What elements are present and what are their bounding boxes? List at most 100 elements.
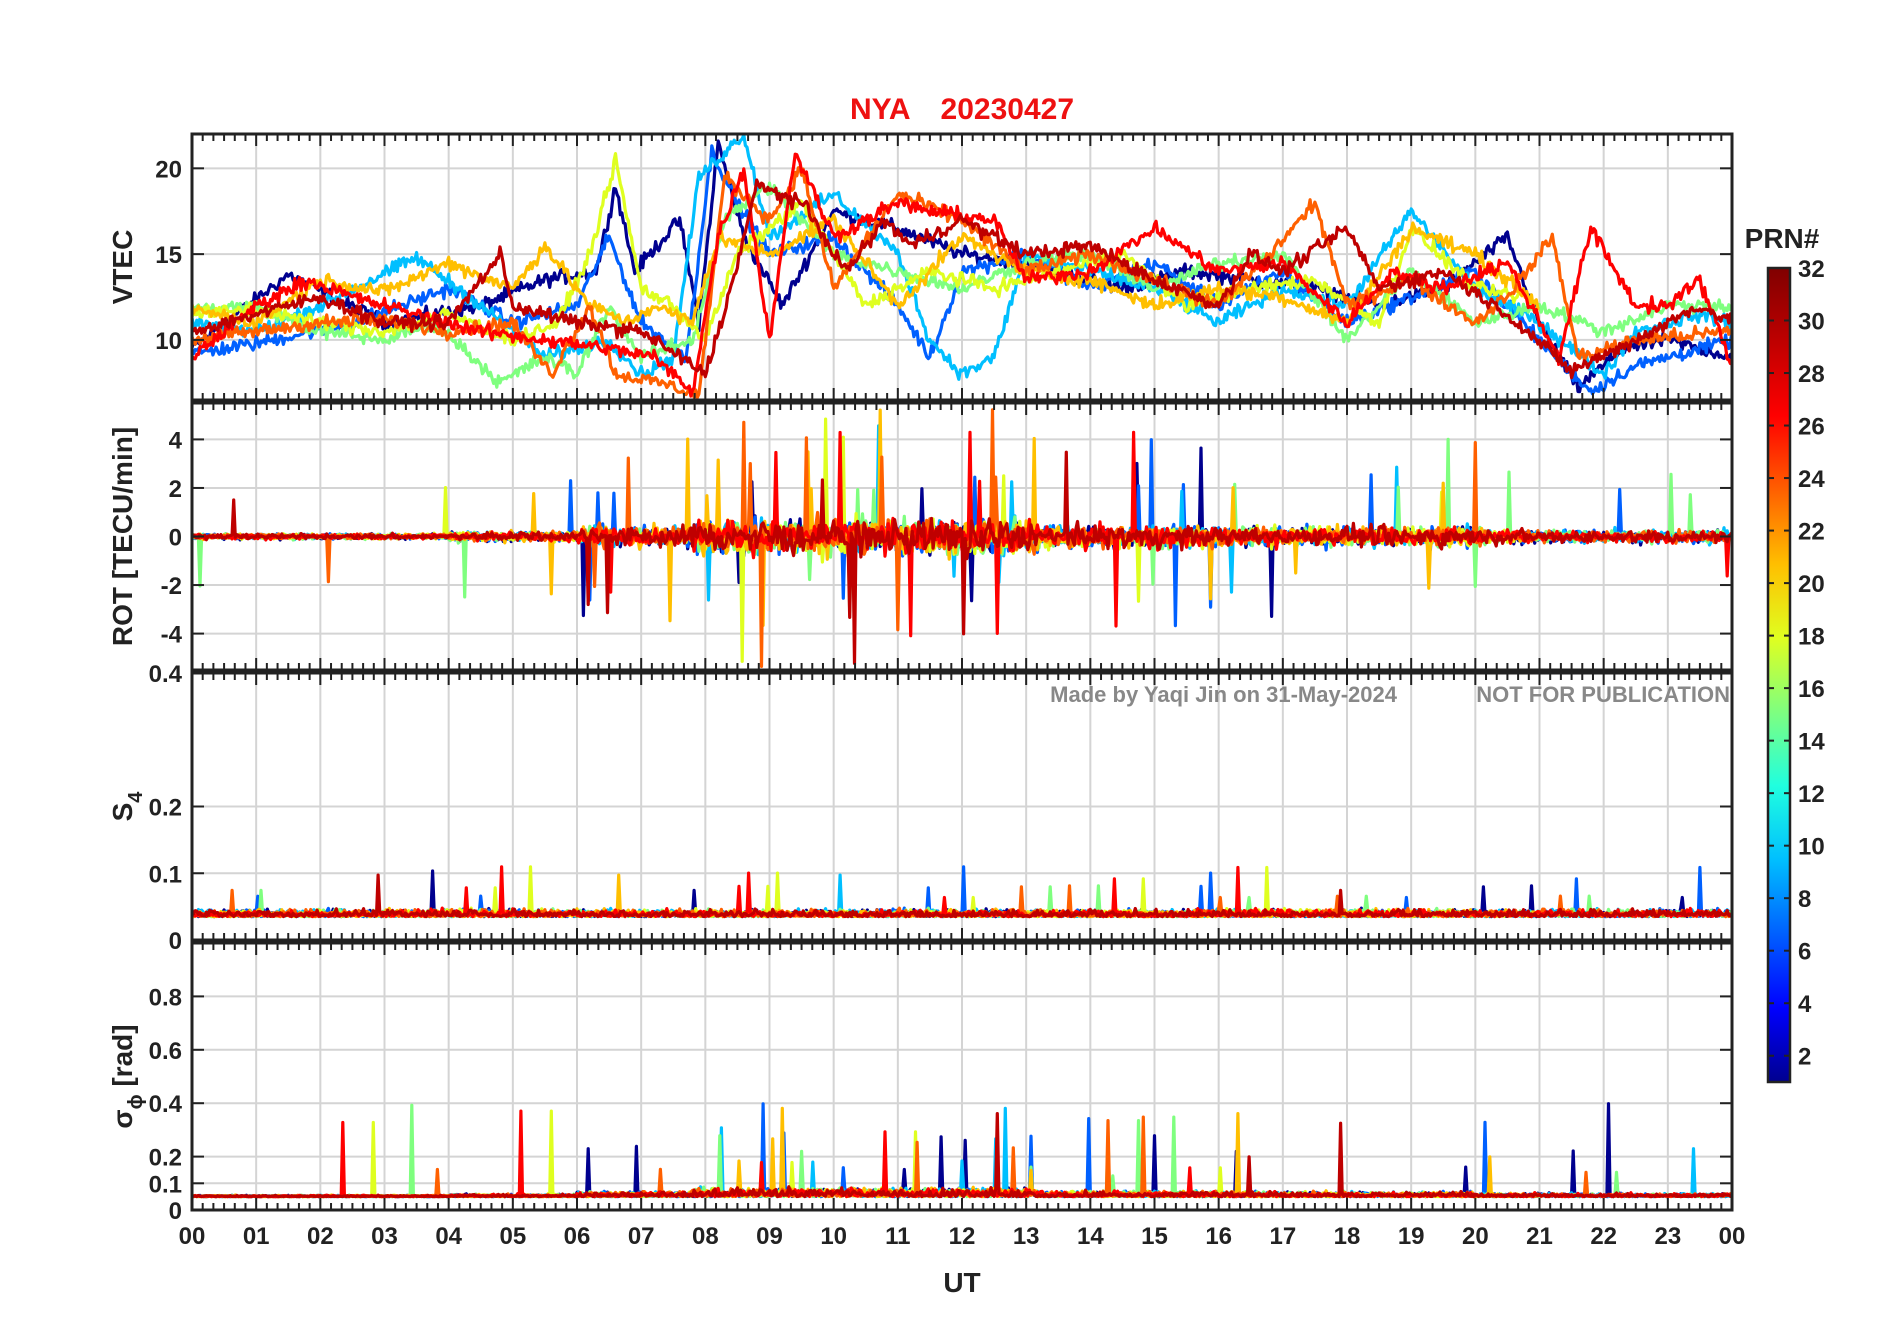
x-tick-label: 15	[1141, 1223, 1168, 1250]
panel-vtec: 10 15 20 VTEC	[107, 132, 1734, 402]
x-tick-label: 08	[692, 1223, 719, 1250]
traces-rot	[192, 408, 1732, 668]
y-tick-label: 4	[169, 427, 183, 454]
panel-rot: -4 -2 0 2 4 ROT [TECU/min]	[107, 401, 1734, 672]
chart-title-station: NYA	[850, 93, 911, 126]
y-axis-label-sigma: σϕ [rad]	[107, 1024, 147, 1128]
traces-s4	[192, 865, 1732, 919]
series-line-prn-7	[192, 865, 1732, 919]
colorbar-tick-label: 8	[1798, 886, 1811, 913]
y-tick-label: 0.4	[149, 1091, 183, 1118]
y-label-unit: [rad]	[107, 1024, 138, 1094]
x-tick-label: 12	[949, 1223, 976, 1250]
colorbar-tick-label: 16	[1798, 676, 1825, 703]
panel-sigma: 00.10.20.40.60.8σϕ [rad]	[107, 941, 1734, 1225]
y-label-subscript: 4	[125, 791, 147, 803]
x-tick-label: 02	[307, 1223, 334, 1250]
x-tick-label: 20	[1462, 1223, 1489, 1250]
x-tick-label: 14	[1077, 1223, 1104, 1250]
series-line-prn-21	[192, 408, 1540, 627]
x-tick-label: 04	[435, 1223, 462, 1250]
colorbar-tick-label: 24	[1798, 466, 1825, 493]
y-tick-label: 0.1	[149, 1171, 182, 1198]
x-tick-label: 01	[243, 1223, 270, 1250]
y-label-main: σ	[107, 1109, 138, 1128]
x-tick-label: 00	[1719, 1223, 1746, 1250]
series-line-prn-24	[192, 166, 1732, 400]
colorbar-tick-label: 22	[1798, 519, 1825, 546]
series-line-prn-18	[192, 865, 1521, 919]
colorbar-tick-label: 14	[1798, 729, 1825, 756]
x-tick-label: 06	[564, 1223, 591, 1250]
colorbar-tick-label: 18	[1798, 624, 1825, 651]
x-tick-label: 10	[820, 1223, 847, 1250]
chart-title-date: 20230427	[941, 93, 1074, 126]
y-tick-label: 10	[155, 328, 182, 355]
ticks-sigma	[191, 943, 1733, 1211]
panel-s4: 0 0.1 0.2 0.4 S4	[107, 661, 1734, 955]
x-tick-label: 23	[1654, 1223, 1681, 1250]
colorbar-gradient	[1766, 266, 1792, 1084]
x-tick-label: 18	[1334, 1223, 1361, 1250]
traces-sigma	[192, 1102, 1732, 1199]
colorbar-label: PRN#	[1745, 223, 1820, 254]
y-label-main: S	[107, 803, 138, 822]
colorbar-tick-label: 6	[1798, 939, 1811, 966]
colorbar-tick-label: 20	[1798, 571, 1825, 598]
y-tick-label: 0	[169, 525, 182, 552]
y-label-subscript: ϕ	[125, 1094, 147, 1109]
y-tick-label: 0.1	[149, 861, 182, 888]
y-tick-label: 0.6	[149, 1038, 182, 1065]
x-axis-label: UT	[943, 1267, 980, 1298]
y-tick-label: 0.2	[149, 795, 182, 822]
series-line-prn-30	[192, 873, 1732, 919]
y-tick-label: 0	[169, 1198, 182, 1225]
chart-title: NYA 20230427	[850, 93, 1074, 126]
y-tick-label: 15	[155, 242, 182, 269]
y-axis-label-rot: ROT [TECU/min]	[107, 427, 138, 646]
colorbar-tick-label: 2	[1798, 1044, 1811, 1071]
ticks-s4	[191, 672, 1733, 941]
traces-vtec	[192, 134, 1732, 400]
x-tick-label: 17	[1269, 1223, 1296, 1250]
series-line-prn-3	[192, 139, 1732, 394]
watermark-author: Made by Yaqi Jin on 31-May-2024	[1050, 682, 1398, 707]
x-tick-label: 16	[1205, 1223, 1232, 1250]
x-tick-label: 05	[499, 1223, 526, 1250]
colorbar-tick-label: 26	[1798, 414, 1825, 441]
y-tick-label: 0.2	[149, 1145, 182, 1172]
ticks-vtec	[191, 134, 1733, 400]
y-tick-label: 0.8	[149, 984, 182, 1011]
colorbar-tick-label: 30	[1798, 309, 1825, 336]
y-tick-label: 20	[155, 156, 182, 183]
series-line-prn-21	[192, 213, 1540, 333]
x-tick-label: 13	[1013, 1223, 1040, 1250]
x-tick-label: 07	[628, 1223, 655, 1250]
colorbar-tick-label: 10	[1798, 834, 1825, 861]
ticks-rot	[191, 403, 1733, 670]
x-tick-label: 21	[1526, 1223, 1553, 1250]
series-line-prn-30	[192, 1112, 1732, 1199]
x-tick-label: 00	[179, 1223, 206, 1250]
x-tick-label: 19	[1398, 1223, 1425, 1250]
y-tick-label: 0.4	[149, 661, 183, 688]
y-axis-label-s4: S4	[107, 791, 147, 822]
series-line-prn-30	[192, 178, 1732, 380]
colorbar-tick-label: 12	[1798, 781, 1825, 808]
colorbar-tick-label: 32	[1798, 256, 1825, 283]
x-tick-label: 11	[885, 1223, 910, 1250]
x-tick-label: 03	[371, 1223, 398, 1250]
x-tick-label: 22	[1590, 1223, 1617, 1250]
watermark-notice: NOT FOR PUBLICATION	[1476, 682, 1730, 707]
y-axis-label-vtec: VTEC	[107, 230, 138, 305]
y-tick-label: 0	[169, 928, 182, 955]
colorbar-tick-label: 4	[1798, 991, 1812, 1018]
y-tick-label: -2	[161, 573, 182, 600]
x-tick-label: 09	[756, 1223, 783, 1250]
colorbar-tick-label: 28	[1798, 361, 1825, 388]
y-tick-label: -4	[161, 622, 183, 649]
series-line-prn-30	[192, 450, 1732, 665]
